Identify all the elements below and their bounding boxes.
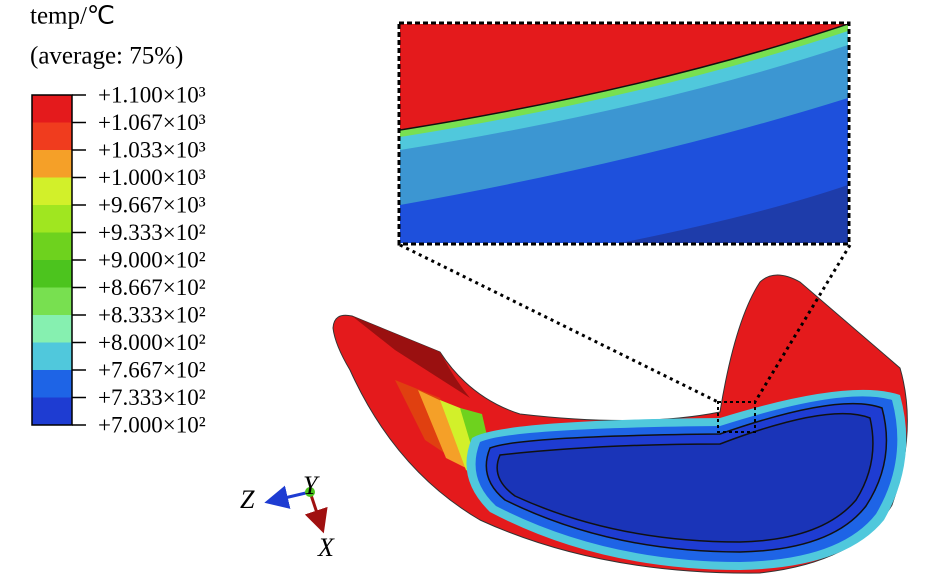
legend-label: +9.667×10³ xyxy=(98,192,206,217)
x-axis-label: X xyxy=(317,533,335,562)
color-band xyxy=(32,315,72,343)
blade xyxy=(332,243,908,574)
legend-label: +1.067×10³ xyxy=(98,110,206,135)
color-band xyxy=(32,397,72,425)
zoom-inset xyxy=(397,21,851,246)
color-band xyxy=(32,205,72,233)
color-band xyxy=(32,370,72,398)
z-axis-label: Z xyxy=(240,485,255,514)
legend-subtitle: (average: 75%) xyxy=(30,43,183,70)
color-band xyxy=(32,122,72,150)
color-band xyxy=(32,177,72,205)
color-band xyxy=(32,150,72,178)
legend-title: temp/℃ xyxy=(30,3,115,30)
color-band xyxy=(32,260,72,288)
legend-label: +7.667×10² xyxy=(98,357,206,382)
color-band xyxy=(32,232,72,260)
legend: +1.100×10³ +1.067×10³+1.033×10³ +1.000×10³… xyxy=(31,82,206,437)
legend-label: +1.100×10³ xyxy=(98,82,206,107)
color-band xyxy=(32,287,72,315)
legend-label: +8.667×10² xyxy=(98,275,206,300)
legend-label: +8.333×10² xyxy=(98,302,206,327)
color-band xyxy=(32,95,72,123)
legend-label: +7.000×10² xyxy=(98,412,206,437)
legend-label: +7.333×10² xyxy=(98,385,206,410)
y-axis-label: Y xyxy=(303,471,320,500)
legend-label: +8.000×10² xyxy=(98,330,206,355)
legend-label: +1.000×10³ xyxy=(98,165,206,190)
legend-label: +1.033×10³ xyxy=(98,137,206,162)
legend-label: +9.333×10² xyxy=(98,220,206,245)
color-band xyxy=(32,342,72,370)
axis-triad: Z Y X xyxy=(240,471,335,562)
legend-label: +9.000×10² xyxy=(98,247,206,272)
